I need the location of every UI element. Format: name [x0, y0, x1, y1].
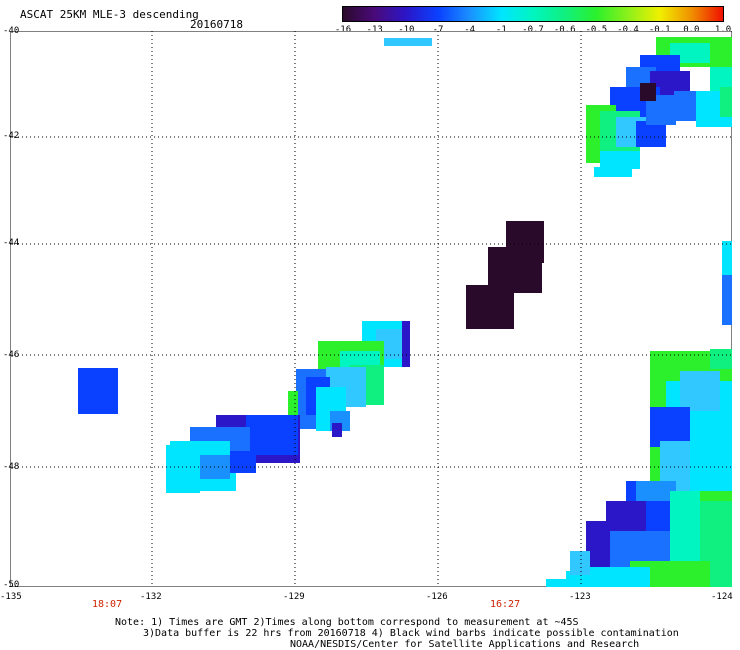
color-scale-tick: -0.4	[617, 25, 639, 35]
note-line-3: NOAA/NESDIS/Center for Satellite Applica…	[290, 639, 640, 650]
y-label-50: -50	[3, 580, 20, 590]
x-label-126: -126	[426, 592, 448, 602]
wind-cell	[710, 67, 732, 91]
wind-map-plot	[10, 31, 732, 587]
wind-cell	[246, 415, 298, 455]
wind-cell	[690, 411, 732, 491]
note-line-2: 3)Data buffer is 22 hrs from 20160718 4)…	[143, 628, 679, 639]
wind-cell	[636, 121, 666, 147]
y-label-44: -44	[3, 238, 20, 248]
wind-cell	[402, 321, 410, 367]
color-scale-bar	[342, 6, 724, 22]
color-scale-tick: -1	[495, 25, 507, 35]
wind-cell	[570, 551, 590, 575]
y-label-40: -40	[3, 26, 20, 36]
wind-cell	[590, 567, 650, 587]
wind-cell	[722, 241, 732, 281]
product-date: 20160718	[190, 18, 243, 31]
x-label-135: -135	[0, 592, 22, 602]
wind-cell	[636, 481, 676, 501]
wind-cell	[720, 87, 732, 117]
x-label-123: -123	[569, 592, 591, 602]
x-label-129: -129	[283, 592, 305, 602]
color-scale-tick: -10	[398, 25, 415, 35]
x-label-132: -132	[140, 592, 162, 602]
product-title: ASCAT 25KM MLE-3 descending	[20, 8, 199, 21]
color-scale-tick: -0.5	[585, 25, 608, 35]
y-label-48: -48	[3, 462, 20, 472]
color-scale-tick: -13	[366, 25, 383, 35]
wind-cell	[640, 83, 656, 101]
note-line-1: Note: 1) Times are GMT 2)Times along bot…	[115, 617, 579, 628]
color-scale-tick: -0.1	[648, 25, 671, 35]
color-scale-tick: -7	[432, 25, 444, 35]
y-label-46: -46	[3, 350, 20, 360]
color-scale-tick: -0.6	[553, 25, 576, 35]
wind-cell	[230, 451, 256, 473]
color-scale-tick: -16	[334, 25, 352, 35]
color-scale-tick: 1.0	[714, 25, 732, 35]
color-scale-tick: -0.7	[522, 25, 544, 35]
color-scale-tick: -4	[464, 25, 476, 35]
wind-cell	[680, 371, 720, 411]
wind-cell	[466, 285, 514, 329]
wind-cell	[78, 368, 118, 414]
wind-cell	[546, 579, 576, 587]
lat-lon-grid	[10, 31, 732, 587]
time-label-1: 18:07	[92, 599, 123, 610]
wind-cell	[332, 423, 342, 437]
wind-cell	[594, 167, 632, 177]
wind-cell	[710, 349, 732, 369]
x-label-124: -124	[711, 592, 733, 602]
wind-cell	[722, 275, 732, 325]
wind-cell	[600, 151, 640, 169]
time-label-2: 16:27	[490, 599, 521, 610]
wind-swaths	[78, 37, 732, 587]
y-label-42: -42	[3, 131, 20, 141]
wind-cell	[650, 407, 690, 447]
color-scale-tick: 0.0	[683, 25, 700, 35]
wind-cell	[384, 38, 432, 46]
